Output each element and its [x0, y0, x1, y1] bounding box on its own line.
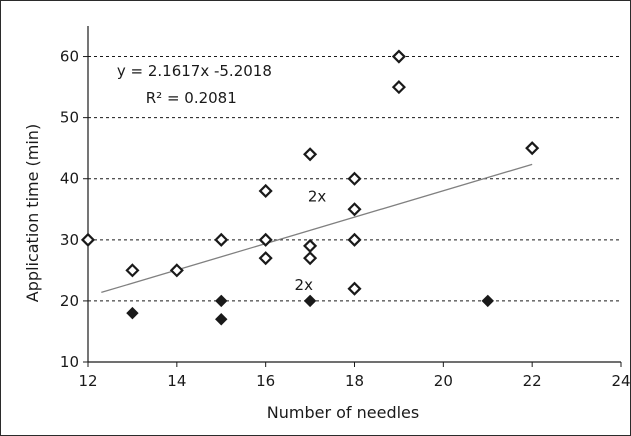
- filled-point-2: [215, 313, 228, 326]
- filled-point-4: [481, 294, 494, 308]
- y-tick-label-10: 10: [60, 353, 79, 371]
- data-points: [80, 49, 540, 326]
- open-point-12: [347, 232, 362, 247]
- y-tick-label-30: 30: [60, 231, 79, 249]
- x-tick-label-12: 12: [78, 372, 97, 390]
- open-point-7: [303, 147, 318, 162]
- open-point-11: [347, 202, 362, 217]
- filled-point-0: [126, 306, 139, 320]
- y-tick-label-40: 40: [60, 170, 79, 188]
- x-tick-label-24: 24: [611, 372, 630, 390]
- y-tick-label-20: 20: [60, 292, 79, 310]
- axes: 10 20 30 40 50 60 12 14 16 18 20 22 24: [60, 26, 630, 390]
- annotation-3: 2x: [295, 276, 314, 294]
- open-point-4: [258, 183, 273, 199]
- open-point-3: [214, 232, 229, 247]
- annotation-1: R² = 0.2081: [146, 89, 237, 107]
- annotation-0: y = 2.1617x -5.2018: [117, 62, 272, 80]
- open-point-16: [525, 141, 540, 156]
- x-tick-label-18: 18: [345, 372, 364, 390]
- open-point-14: [391, 49, 406, 64]
- open-point-13: [347, 281, 362, 296]
- x-axis-label: Number of needles: [267, 403, 419, 422]
- annotation-2: 2x: [308, 187, 327, 205]
- open-point-5: [258, 232, 273, 247]
- annotations: y = 2.1617x -5.2018 R² = 0.2081 2x 2x: [117, 62, 327, 294]
- trendline-layer: [101, 163, 533, 294]
- x-tick-label-22: 22: [523, 372, 542, 390]
- open-point-10: [347, 171, 362, 186]
- x-tick-label-20: 20: [434, 372, 453, 390]
- filled-point-3: [303, 294, 317, 308]
- open-point-6: [258, 251, 273, 266]
- open-point-9: [303, 251, 318, 266]
- y-tick-label-60: 60: [60, 48, 79, 66]
- trendline: [101, 163, 533, 294]
- open-point-0: [80, 232, 96, 247]
- open-point-8: [303, 238, 318, 253]
- open-point-1: [125, 263, 140, 278]
- x-tick-label-14: 14: [167, 372, 186, 390]
- x-tick-label-16: 16: [256, 372, 275, 390]
- open-point-2: [169, 263, 184, 278]
- y-axis-label: Application time (min): [23, 124, 42, 302]
- filled-point-1: [215, 294, 228, 308]
- y-tick-label-50: 50: [60, 109, 79, 127]
- open-point-15: [391, 80, 406, 95]
